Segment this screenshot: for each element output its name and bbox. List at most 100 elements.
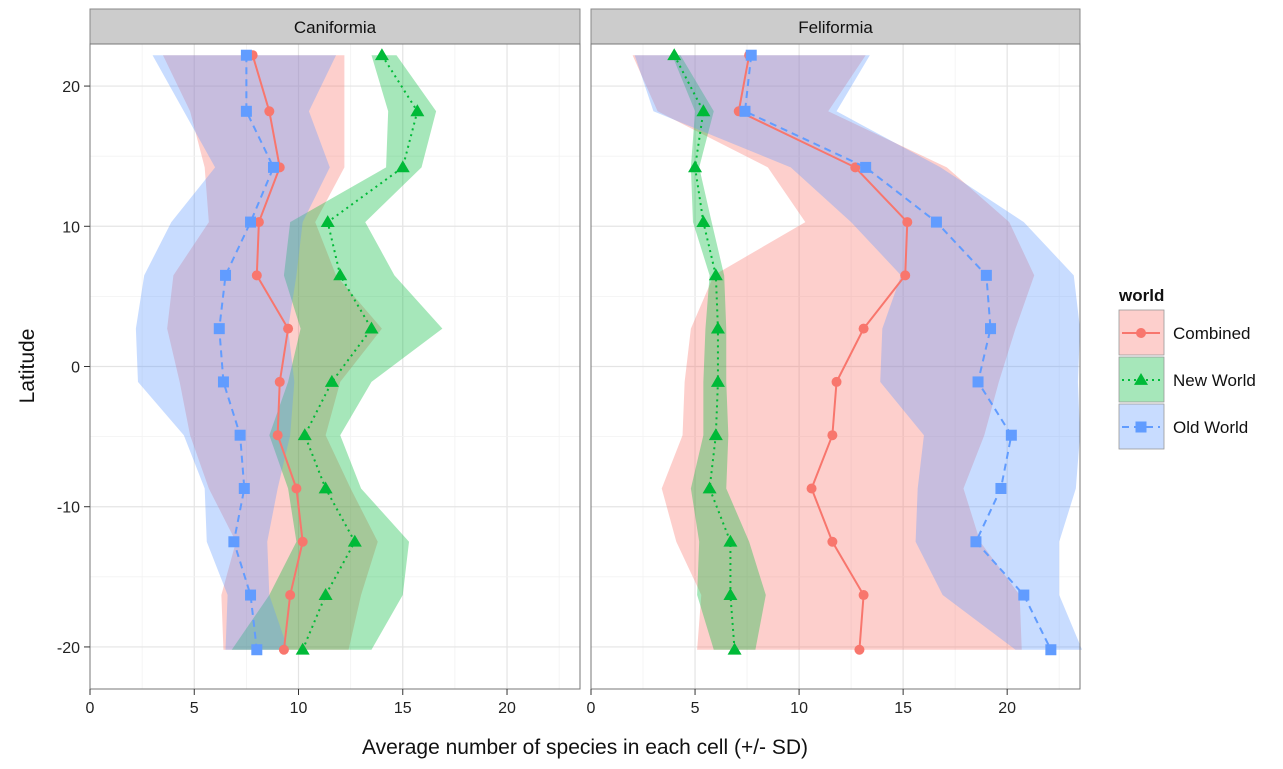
data-point [395, 160, 410, 173]
data-point [238, 482, 250, 494]
data-point [985, 323, 997, 335]
y-tick-label: -20 [57, 640, 80, 657]
legend-label: Old World [1173, 418, 1248, 437]
data-point [324, 374, 339, 387]
facet-strip [590, 8, 1081, 45]
x-tick-label: 20 [998, 700, 1016, 717]
sd-ribbon [634, 55, 1083, 650]
data-point [320, 215, 335, 227]
data-point [251, 270, 262, 281]
data-point [745, 49, 757, 61]
y-tick-label: -10 [57, 500, 80, 517]
data-point [970, 536, 982, 548]
series-line [218, 55, 275, 650]
facet-panel-0: Caniformia 0 5 10 15 20 -20 -10 0 10 20 [57, 8, 581, 717]
x-tick-label: 0 [86, 700, 95, 717]
data-point [995, 482, 1007, 494]
series-line [301, 54, 419, 651]
data-point [1005, 429, 1017, 441]
series-line [251, 54, 304, 650]
data-point [267, 161, 279, 173]
legend-entry: Old World [1118, 403, 1248, 450]
data-point [234, 429, 246, 441]
data-point [850, 162, 861, 173]
legend-entry: Combined [1118, 309, 1251, 356]
x-tick-label: 15 [394, 700, 412, 717]
x-axis-title: Average number of species in each cell (… [362, 736, 808, 759]
legend-label: Combined [1173, 324, 1251, 343]
sd-ribbon [135, 55, 337, 650]
data-point [253, 217, 264, 228]
legend-entry: New World [1118, 356, 1256, 403]
data-point [1045, 644, 1057, 656]
legend-title: world [1118, 286, 1164, 305]
data-point [806, 483, 817, 494]
data-point [667, 48, 682, 61]
data-point [727, 642, 742, 655]
data-point [708, 428, 723, 441]
data-point [333, 268, 348, 281]
data-point [285, 590, 296, 601]
x-tick-label: 20 [498, 700, 516, 717]
data-point [283, 323, 294, 334]
data-point [410, 104, 425, 117]
series-line [743, 55, 1052, 651]
data-point [291, 483, 302, 494]
legend-marker [1136, 328, 1146, 338]
data-point [723, 588, 738, 600]
data-point [708, 268, 723, 281]
series-line [737, 55, 909, 650]
x-tick-label: 5 [691, 700, 700, 717]
x-tick-label: 5 [190, 700, 199, 717]
data-point [1018, 589, 1030, 601]
data-point [739, 105, 751, 117]
gridlines [90, 44, 580, 689]
data-point [217, 376, 229, 388]
data-point [374, 48, 389, 61]
sd-ribbon [672, 55, 766, 650]
legend: world Combined New World Old World [1118, 286, 1256, 450]
sd-ribbon [231, 55, 443, 650]
y-tick-label: 0 [71, 360, 80, 377]
data-point [696, 104, 711, 117]
x-tick-label: 10 [790, 700, 808, 717]
data-point [827, 536, 838, 547]
data-point [858, 590, 869, 601]
data-point [272, 430, 283, 441]
data-point [688, 160, 703, 173]
data-point [831, 376, 842, 387]
data-point [213, 323, 225, 335]
x-tick-label: 0 [587, 700, 596, 717]
legend-marker [1134, 373, 1148, 385]
data-point [297, 428, 312, 441]
data-point [245, 216, 257, 228]
data-point [228, 536, 240, 548]
facet-title: Caniformia [294, 18, 377, 37]
legend-label: New World [1173, 371, 1256, 390]
data-point [696, 215, 711, 227]
data-point [702, 481, 717, 494]
data-point [902, 217, 913, 228]
data-point [364, 321, 379, 334]
data-point [854, 644, 865, 655]
data-point [245, 589, 257, 601]
facet-strip [89, 8, 581, 45]
data-point [930, 216, 942, 228]
x-tick-label: 15 [894, 700, 912, 717]
y-axis-title: Latitude [16, 329, 39, 404]
sd-ribbon [162, 55, 382, 650]
y-tick-label: 20 [62, 79, 80, 96]
data-point [240, 49, 252, 61]
data-point [318, 481, 333, 494]
data-point [860, 161, 872, 173]
data-point [710, 321, 725, 334]
data-point [220, 269, 232, 281]
data-point [980, 269, 992, 281]
data-point [297, 536, 308, 547]
data-point [972, 376, 984, 388]
data-point [858, 323, 869, 334]
sd-ribbon [632, 55, 1035, 650]
facet-panel-1: Feliformia 0 5 10 15 20 [587, 8, 1083, 717]
